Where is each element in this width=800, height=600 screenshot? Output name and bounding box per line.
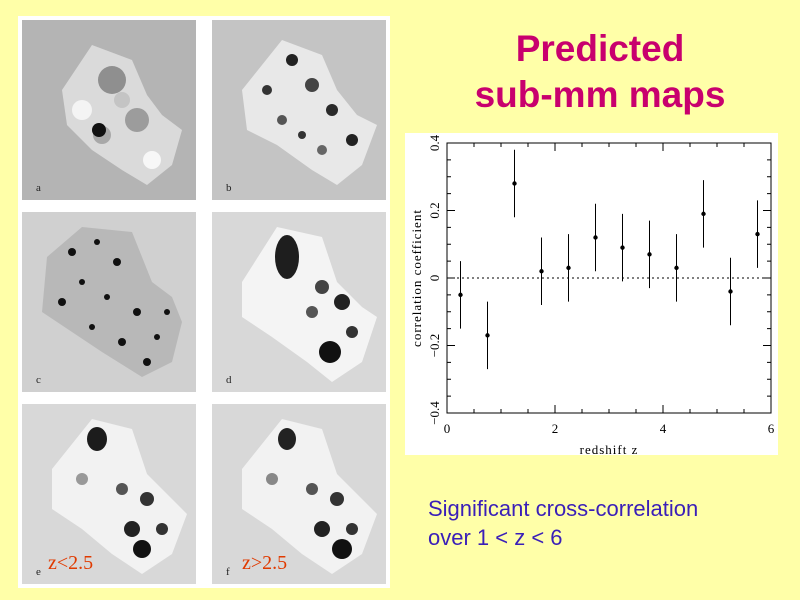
- map-panel-d: d: [212, 212, 386, 392]
- y-tick-label: 0: [427, 275, 442, 282]
- data-point: [566, 265, 571, 271]
- y-axis-label: correlation coefficient: [409, 209, 424, 347]
- slide-title: Predicted sub-mm maps: [420, 26, 780, 118]
- panel-label-f: z>2.5: [242, 552, 288, 574]
- map-d-image: [212, 212, 386, 392]
- map-panel-a: a: [22, 20, 196, 200]
- y-tick-label: −0.2: [427, 334, 442, 358]
- map-c-image: [22, 212, 196, 392]
- panel-label-e: z<2.5: [48, 552, 94, 574]
- data-point: [701, 211, 706, 217]
- x-tick-label: 0: [444, 421, 451, 436]
- x-axis-label: redshift z: [580, 442, 639, 455]
- map-b-image: [212, 20, 386, 200]
- x-tick-label: 2: [552, 421, 559, 436]
- data-point: [485, 333, 490, 338]
- caption: Significant cross-correlation over 1 < z…: [428, 494, 788, 552]
- correlation-chart-svg: 0 2 4 6 −0.4 −0.2 0 0.2 0.4 redshift z correlat…: [409, 134, 775, 457]
- panel-letter-c: c: [36, 374, 41, 386]
- caption-line-1: Significant cross-correlation: [428, 496, 699, 521]
- map-panel-c: c: [22, 212, 196, 392]
- x-tick-label: 4: [660, 421, 667, 436]
- data-point: [647, 252, 652, 257]
- map-panels: a b c: [18, 16, 390, 588]
- caption-line-2: over 1 < z < 6: [428, 525, 563, 550]
- title-line-2: sub-mm maps: [474, 74, 726, 115]
- data-point: [755, 231, 760, 237]
- panel-letter-f: f: [226, 566, 230, 578]
- data-point: [728, 289, 733, 294]
- map-a-image: [22, 20, 196, 200]
- y-tick-label: −0.4: [427, 401, 442, 425]
- y-tick-label: 0.4: [427, 134, 442, 151]
- x-tick-label: 6: [768, 421, 775, 436]
- panel-letter-e: e: [36, 566, 41, 578]
- map-panel-e: e z<2.5: [22, 404, 196, 584]
- map-panel-b: b: [212, 20, 386, 200]
- panel-letter-a: a: [36, 182, 41, 194]
- correlation-chart: 0 2 4 6 −0.4 −0.2 0 0.2 0.4 redshift z correlat…: [405, 133, 778, 457]
- y-tick-label: 0.2: [427, 202, 442, 218]
- data-point: [539, 269, 544, 274]
- data-point: [620, 245, 625, 250]
- map-f-image: [212, 404, 386, 584]
- panel-letter-d: d: [226, 374, 232, 386]
- data-point: [458, 292, 463, 298]
- panel-letter-b: b: [226, 182, 232, 194]
- title-line-1: Predicted: [515, 28, 685, 69]
- map-e-image: [22, 404, 196, 584]
- data-point: [512, 181, 517, 186]
- map-panel-f: f z>2.5: [212, 404, 386, 584]
- data-point: [674, 265, 679, 271]
- data-point: [593, 235, 598, 240]
